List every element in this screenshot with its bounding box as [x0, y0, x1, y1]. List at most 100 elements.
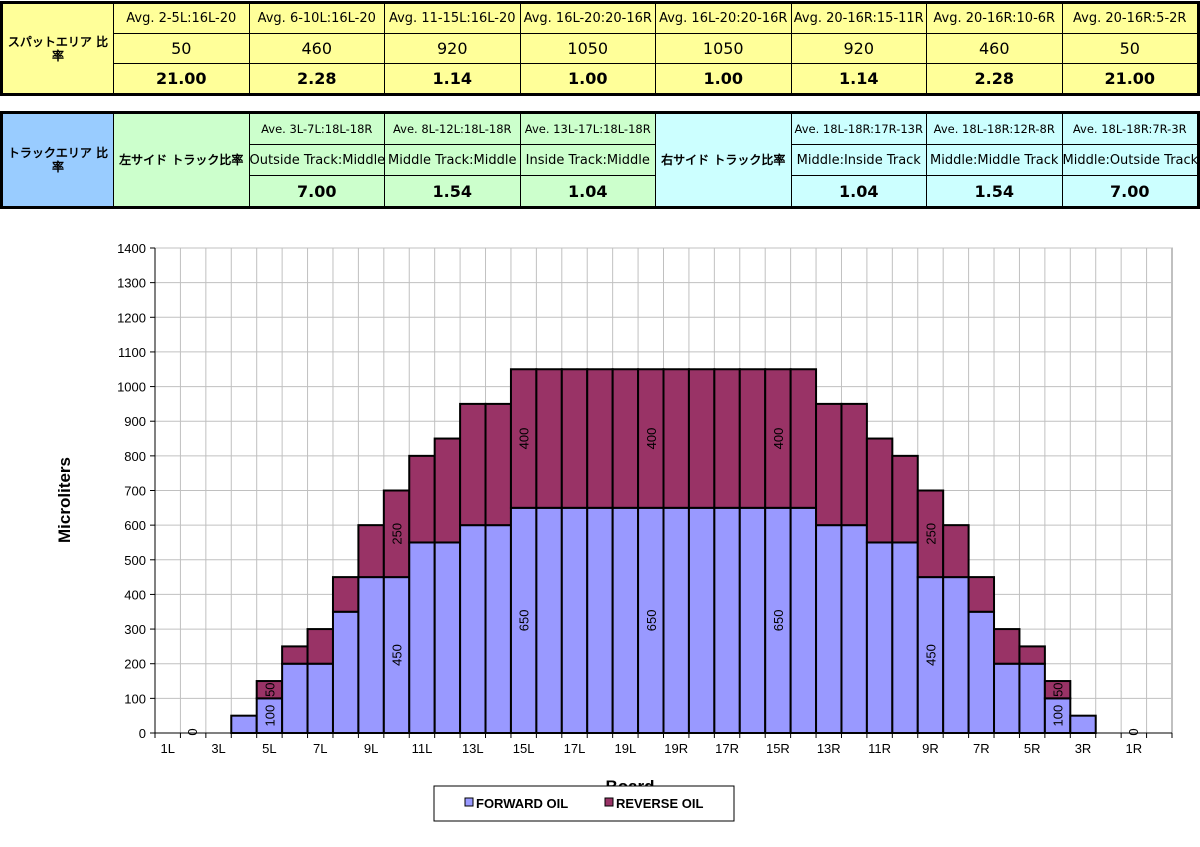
- spat-ratio: 2.28: [248, 63, 385, 94]
- bar-forward-oil: [459, 524, 487, 735]
- y-tick-label: 300: [124, 622, 146, 637]
- bar-value-label: 50: [1051, 682, 1066, 696]
- x-tick-label: 17L: [564, 741, 586, 756]
- zero-value-label: 0: [1126, 728, 1141, 735]
- bar-reverse-oil: [611, 368, 640, 509]
- bar-forward-oil: [408, 541, 436, 735]
- bar-forward-oil: [891, 541, 919, 735]
- bar-value-label: 650: [517, 610, 532, 632]
- x-tick-label: 19L: [615, 741, 637, 756]
- left-track-ratio: 1.54: [384, 175, 521, 207]
- spat-ratio: 2.28: [926, 63, 1063, 94]
- spat-area-label: スパットエリア 比率: [2, 3, 114, 94]
- x-tick-label: 11L: [412, 741, 433, 756]
- bar-forward-oil: [865, 541, 894, 735]
- spat-ratio: 21.00: [113, 63, 250, 94]
- bar-reverse-oil: [993, 628, 1021, 665]
- x-tick-label: 5R: [1024, 741, 1041, 756]
- y-tick-label: 1300: [117, 276, 146, 291]
- bar-reverse-oil: [281, 645, 309, 665]
- legend-label-reverse: REVERSE OIL: [616, 796, 703, 811]
- x-tick-label: 17R: [715, 741, 739, 756]
- bar-value-label: 250: [390, 523, 405, 545]
- track-area-ratio-table: トラックエリア 比率 左サイド トラック比率 Ave. 3L-7L:18L-18…: [0, 111, 1200, 209]
- y-tick-label: 1200: [117, 310, 146, 325]
- bar-reverse-oil: [382, 489, 411, 579]
- x-tick-label: 11R: [868, 741, 891, 756]
- bar-forward-oil: [560, 506, 589, 735]
- spat-header: Avg. 6-10L:16L-20: [248, 3, 385, 34]
- zero-value-label: 0: [185, 728, 200, 735]
- right-track-name: Middle:Outside Track: [1061, 144, 1198, 176]
- bar-forward-oil: [738, 506, 767, 735]
- bar-reverse-oil: [789, 368, 818, 509]
- bar-reverse-oil: [433, 437, 462, 544]
- x-tick-label: 13L: [462, 741, 484, 756]
- bar-forward-oil: [687, 506, 716, 735]
- bar-reverse-oil: [1043, 680, 1072, 700]
- right-track-name: Middle:Middle Track: [926, 144, 1063, 176]
- bar-reverse-oil: [331, 576, 360, 613]
- left-track-header: Ave. 13L-17L:18L-18R: [519, 113, 656, 145]
- bar-forward-oil: [993, 662, 1021, 735]
- bar-reverse-oil: [764, 368, 792, 509]
- bar-forward-oil: [713, 506, 741, 735]
- spat-header: Avg. 20-16R:10-6R: [926, 3, 1063, 34]
- bar-forward-oil: [230, 714, 258, 735]
- bar-value-label: 650: [771, 610, 786, 632]
- x-tick-label: 19R: [664, 741, 688, 756]
- spat-ratio: 1.14: [384, 63, 521, 94]
- track-area-label: トラックエリア 比率: [2, 113, 114, 207]
- right-track-header: Ave. 18L-18R:12R-8R: [926, 113, 1063, 145]
- left-track-ratio: 7.00: [248, 175, 385, 207]
- bar-forward-oil: [662, 506, 690, 735]
- bar-reverse-oil: [1018, 645, 1046, 665]
- right-track-ratio: 1.04: [790, 175, 927, 207]
- y-tick-label: 400: [124, 587, 146, 602]
- bar-forward-oil: [306, 662, 334, 735]
- bar-value-label: 400: [771, 428, 786, 450]
- left-track-name: Inside Track:Middle: [519, 144, 656, 176]
- x-tick-label: 7R: [973, 741, 990, 756]
- x-tick-label: 5L: [262, 741, 276, 756]
- right-track-header: Ave. 18L-18R:17R-13R: [790, 113, 927, 145]
- x-tick-label: 13R: [817, 741, 841, 756]
- x-tick-label: 1L: [160, 741, 174, 756]
- bar-value-label: 100: [1051, 705, 1066, 727]
- bar-forward-oil: [586, 506, 614, 735]
- spat-ratio: 21.00: [1061, 63, 1198, 94]
- x-tick-label: 3R: [1075, 741, 1092, 756]
- bar-reverse-oil: [713, 368, 741, 509]
- x-tick-label: 9L: [364, 741, 378, 756]
- y-tick-label: 500: [124, 553, 146, 568]
- bar-reverse-oil: [865, 437, 894, 544]
- y-tick-label: 900: [124, 414, 146, 429]
- spat-header: Avg. 11-15L:16L-20: [384, 3, 521, 34]
- left-track-header: Ave. 3L-7L:18L-18R: [248, 113, 385, 145]
- legend-swatch-forward: [464, 797, 474, 807]
- x-tick-label: 9R: [922, 741, 939, 756]
- spat-header: Avg. 2-5L:16L-20: [113, 3, 250, 34]
- right-track-ratio: 7.00: [1061, 175, 1198, 207]
- bar-forward-oil: [433, 541, 462, 735]
- bar-forward-oil: [967, 610, 996, 734]
- x-tick-label: 1R: [1126, 741, 1143, 756]
- bar-value-label: 400: [517, 428, 532, 450]
- bar-value-label: 50: [262, 682, 277, 696]
- spat-ratio: 1.14: [790, 63, 927, 94]
- spat-volume: 50: [1061, 33, 1198, 64]
- left-track-ratio: 1.04: [519, 175, 656, 207]
- right-track-header: Ave. 18L-18R:7R-3R: [1061, 113, 1198, 145]
- bar-value-label: 450: [390, 644, 405, 666]
- bar-reverse-oil: [738, 368, 767, 509]
- bar-forward-oil: [535, 506, 563, 735]
- bar-value-label: 100: [262, 705, 277, 727]
- y-tick-label: 800: [124, 449, 146, 464]
- bar-reverse-oil: [586, 368, 614, 509]
- right-track-name: Middle:Inside Track: [790, 144, 927, 176]
- spat-volume: 460: [248, 33, 385, 64]
- y-tick-label: 1100: [118, 345, 146, 360]
- spat-volume: 50: [113, 33, 250, 64]
- spat-volume: 460: [926, 33, 1063, 64]
- bar-forward-oil: [840, 524, 868, 735]
